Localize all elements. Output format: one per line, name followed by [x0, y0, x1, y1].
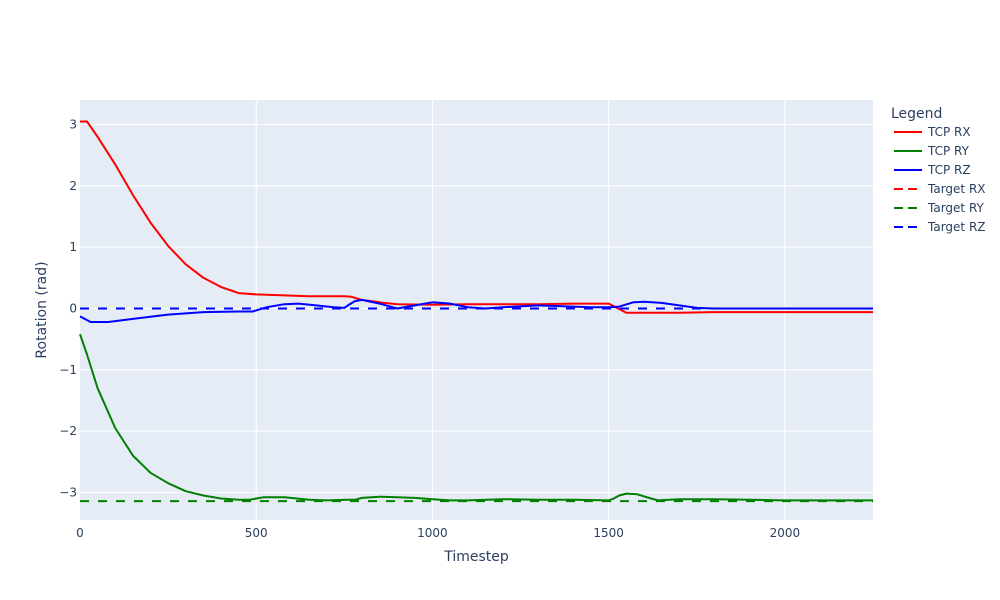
- legend-label: Target RY: [927, 201, 985, 215]
- legend-item[interactable]: TCP RZ: [894, 163, 971, 177]
- legend-label: TCP RZ: [927, 163, 971, 177]
- y-tick-label: −2: [59, 424, 77, 438]
- y-axis-ticks: 3 2 1 0 −1 −2 −3: [59, 118, 77, 500]
- y-axis-title: Rotation (rad): [34, 261, 50, 358]
- y-tick-label: −1: [59, 363, 77, 377]
- legend-label: Target RZ: [927, 220, 986, 234]
- grid-lines: [80, 100, 873, 520]
- legend-item[interactable]: Target RY: [894, 201, 985, 215]
- x-axis-title: Timestep: [443, 549, 509, 565]
- legend-title: Legend: [891, 106, 942, 122]
- x-tick-label: 1000: [417, 526, 448, 540]
- legend-label: TCP RX: [927, 125, 971, 139]
- y-tick-label: 1: [69, 240, 77, 254]
- x-tick-label: 0: [76, 526, 84, 540]
- series-line-tcp-rz: [79, 298, 873, 323]
- x-tick-label: 2000: [770, 526, 801, 540]
- y-tick-label: 2: [69, 179, 77, 193]
- legend-item[interactable]: TCP RY: [894, 144, 970, 158]
- series-layer: [79, 120, 873, 503]
- series-line-tcp-ry: [79, 333, 873, 502]
- legend-item[interactable]: Target RZ: [894, 220, 986, 234]
- y-tick-label: −3: [59, 485, 77, 499]
- y-tick-label: 3: [69, 118, 77, 132]
- legend-item[interactable]: Target RX: [894, 182, 986, 196]
- x-tick-label: 500: [245, 526, 268, 540]
- legend: Legend TCP RX TCP RY TCP RZ Target RX Target…: [891, 106, 986, 234]
- y-tick-label: 0: [69, 301, 77, 315]
- x-axis-ticks: 0 500 1000 1500 2000: [76, 526, 800, 540]
- x-tick-label: 1500: [593, 526, 624, 540]
- legend-label: Target RX: [927, 182, 986, 196]
- legend-item[interactable]: TCP RX: [894, 125, 971, 139]
- plot-area: [80, 100, 873, 520]
- legend-label: TCP RY: [927, 144, 970, 158]
